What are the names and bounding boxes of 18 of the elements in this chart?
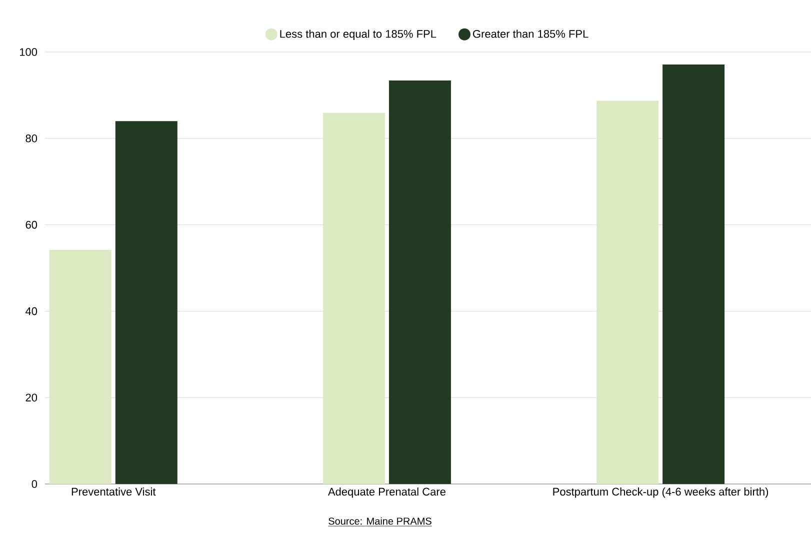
bar — [115, 121, 178, 484]
y-tick-label: 40 — [25, 307, 38, 316]
bar — [388, 80, 451, 484]
bar — [322, 112, 385, 484]
y-tick-label: 60 — [26, 220, 38, 229]
x-tick-label: Postpartum Check-up (4-6 weeks after birth) — [553, 488, 768, 498]
y-tick-label: 20 — [26, 394, 38, 402]
bar — [49, 250, 112, 484]
y-tick-label: 0 — [32, 480, 38, 488]
x-tick-label: Adequate Prenatal Care — [328, 488, 446, 498]
x-tick-label: Preventative Visit — [72, 488, 156, 496]
y-tick-label: 100 — [20, 48, 38, 56]
bar — [662, 64, 725, 484]
bar — [596, 100, 659, 484]
source-note: Source: Maine PRAMS — [328, 517, 432, 525]
y-tick-label: 80 — [26, 134, 38, 142]
legend-label: Less than or equal to 185% FPL — [280, 30, 436, 40]
legend-label: Greater than 185% FPL — [473, 30, 588, 38]
